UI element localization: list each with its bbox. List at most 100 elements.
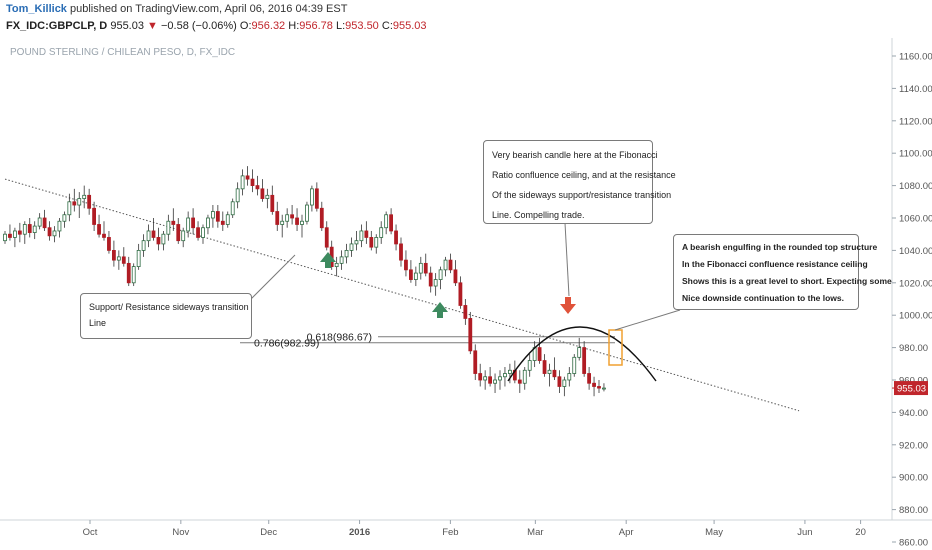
candle-body bbox=[552, 369, 557, 378]
y-tick-label: 880.00 bbox=[899, 505, 928, 516]
fib-level-label: 0.618(986.67) bbox=[307, 331, 372, 343]
candle bbox=[364, 221, 369, 244]
candle-body bbox=[394, 230, 398, 245]
candle bbox=[17, 222, 22, 243]
y-tick-label: 1060.00 bbox=[899, 214, 932, 225]
candle-body bbox=[62, 214, 67, 222]
open-value: 956.32 bbox=[251, 20, 286, 32]
candle bbox=[260, 179, 265, 202]
candle bbox=[176, 218, 181, 244]
rounded-top-arc bbox=[507, 326, 657, 382]
candle bbox=[196, 221, 200, 241]
candle-body bbox=[354, 240, 359, 245]
author-link[interactable]: Tom_Killick bbox=[6, 3, 67, 15]
candle bbox=[562, 376, 567, 397]
symbol-name[interactable]: FX_IDC:GBPCLP, D bbox=[6, 20, 108, 32]
candle bbox=[517, 370, 522, 393]
y-tick-label: 860.00 bbox=[899, 538, 928, 549]
candle bbox=[225, 211, 230, 228]
callout-line: Nice downside continuation to the lows. bbox=[682, 293, 844, 303]
candle-body bbox=[245, 175, 250, 180]
up-arrow-icon bbox=[432, 302, 448, 318]
candle-body bbox=[57, 220, 62, 232]
callout-line: A bearish engulfing in the rounded top s… bbox=[682, 242, 878, 252]
candle bbox=[230, 198, 235, 218]
callout-pointer bbox=[564, 222, 570, 297]
trend-line-layer[interactable] bbox=[4, 178, 800, 412]
candle-body bbox=[136, 249, 141, 267]
candle-body bbox=[572, 356, 577, 374]
candle-body bbox=[47, 227, 52, 237]
low-label: L: bbox=[335, 20, 346, 32]
candle bbox=[408, 260, 413, 283]
candle bbox=[201, 224, 205, 244]
candle bbox=[493, 373, 497, 393]
candle bbox=[77, 192, 82, 218]
candle bbox=[349, 237, 354, 257]
x-tick-label: Apr bbox=[619, 527, 634, 538]
candle bbox=[309, 185, 314, 212]
candle bbox=[3, 230, 7, 244]
candle-body bbox=[542, 360, 547, 374]
price-change: −0.58 (−0.06%) bbox=[161, 20, 237, 32]
symbol-line: FX_IDC:GBPCLP, D 955.03 ▼ −0.58 (−0.06%)… bbox=[6, 20, 427, 32]
y-tick-label: 960.00 bbox=[899, 376, 928, 387]
candle bbox=[121, 247, 126, 267]
candle-body bbox=[27, 224, 32, 233]
high-value: 956.78 bbox=[299, 20, 333, 32]
y-tick-label: 1020.00 bbox=[899, 278, 932, 289]
candle bbox=[92, 201, 96, 231]
candle bbox=[12, 227, 17, 248]
candle bbox=[240, 169, 245, 196]
candle bbox=[305, 201, 309, 225]
candle-body bbox=[8, 233, 12, 238]
candle-body bbox=[141, 240, 146, 251]
y-tick-label: 1160.00 bbox=[899, 52, 932, 63]
candle bbox=[334, 256, 339, 277]
candle bbox=[389, 208, 394, 235]
candle-body bbox=[582, 347, 587, 374]
callout-line: In the Fibonacci confluence resistance c… bbox=[682, 259, 868, 269]
candle-body bbox=[389, 214, 394, 232]
callout-support-resistance[interactable]: Support/ Resistance sideways transition … bbox=[80, 293, 252, 339]
candle bbox=[220, 211, 225, 231]
candle-body bbox=[17, 230, 22, 235]
x-tick-label: Nov bbox=[172, 527, 189, 538]
callout-line: Very bearish candle here at the Fibonacc… bbox=[492, 150, 658, 160]
candle-body bbox=[587, 373, 591, 384]
candle bbox=[314, 182, 319, 212]
candle bbox=[181, 227, 186, 248]
candle bbox=[483, 370, 488, 390]
candle bbox=[498, 370, 502, 390]
candle bbox=[344, 243, 349, 264]
y-tick-label: 1120.00 bbox=[899, 116, 932, 127]
candle-body bbox=[339, 256, 344, 264]
candle-body bbox=[131, 266, 136, 284]
candle-body bbox=[453, 269, 458, 284]
close-value: 955.03 bbox=[392, 20, 427, 32]
x-tick-label: Dec bbox=[260, 527, 277, 538]
candle bbox=[300, 214, 304, 238]
price-tag-text: 955.03 bbox=[897, 384, 926, 395]
candle bbox=[126, 256, 131, 287]
candle-body bbox=[300, 220, 304, 225]
callout-fibonacci-ceiling[interactable]: Very bearish candle here at the Fibonacc… bbox=[483, 140, 676, 224]
down-arrow-icon bbox=[560, 297, 576, 314]
candle-body bbox=[201, 227, 205, 238]
fibonacci-levels[interactable]: 0.786(982.99)0.618(986.67) bbox=[240, 331, 615, 349]
candle bbox=[57, 218, 62, 238]
candle-body bbox=[240, 175, 245, 190]
candle-body bbox=[592, 382, 596, 387]
candle-body bbox=[37, 217, 42, 227]
y-tick-label: 900.00 bbox=[899, 473, 928, 484]
candle bbox=[542, 354, 547, 377]
candle bbox=[151, 218, 156, 241]
candle bbox=[255, 175, 260, 196]
candle-body bbox=[488, 376, 493, 384]
candle-body bbox=[374, 237, 379, 248]
callout-bearish-engulfing[interactable]: A bearish engulfing in the rounded top s… bbox=[673, 234, 892, 310]
callout-line: Ratio confluence ceiling, and at the res… bbox=[492, 170, 676, 180]
candle-body bbox=[493, 379, 497, 384]
candle bbox=[552, 357, 557, 380]
candle bbox=[52, 226, 57, 243]
